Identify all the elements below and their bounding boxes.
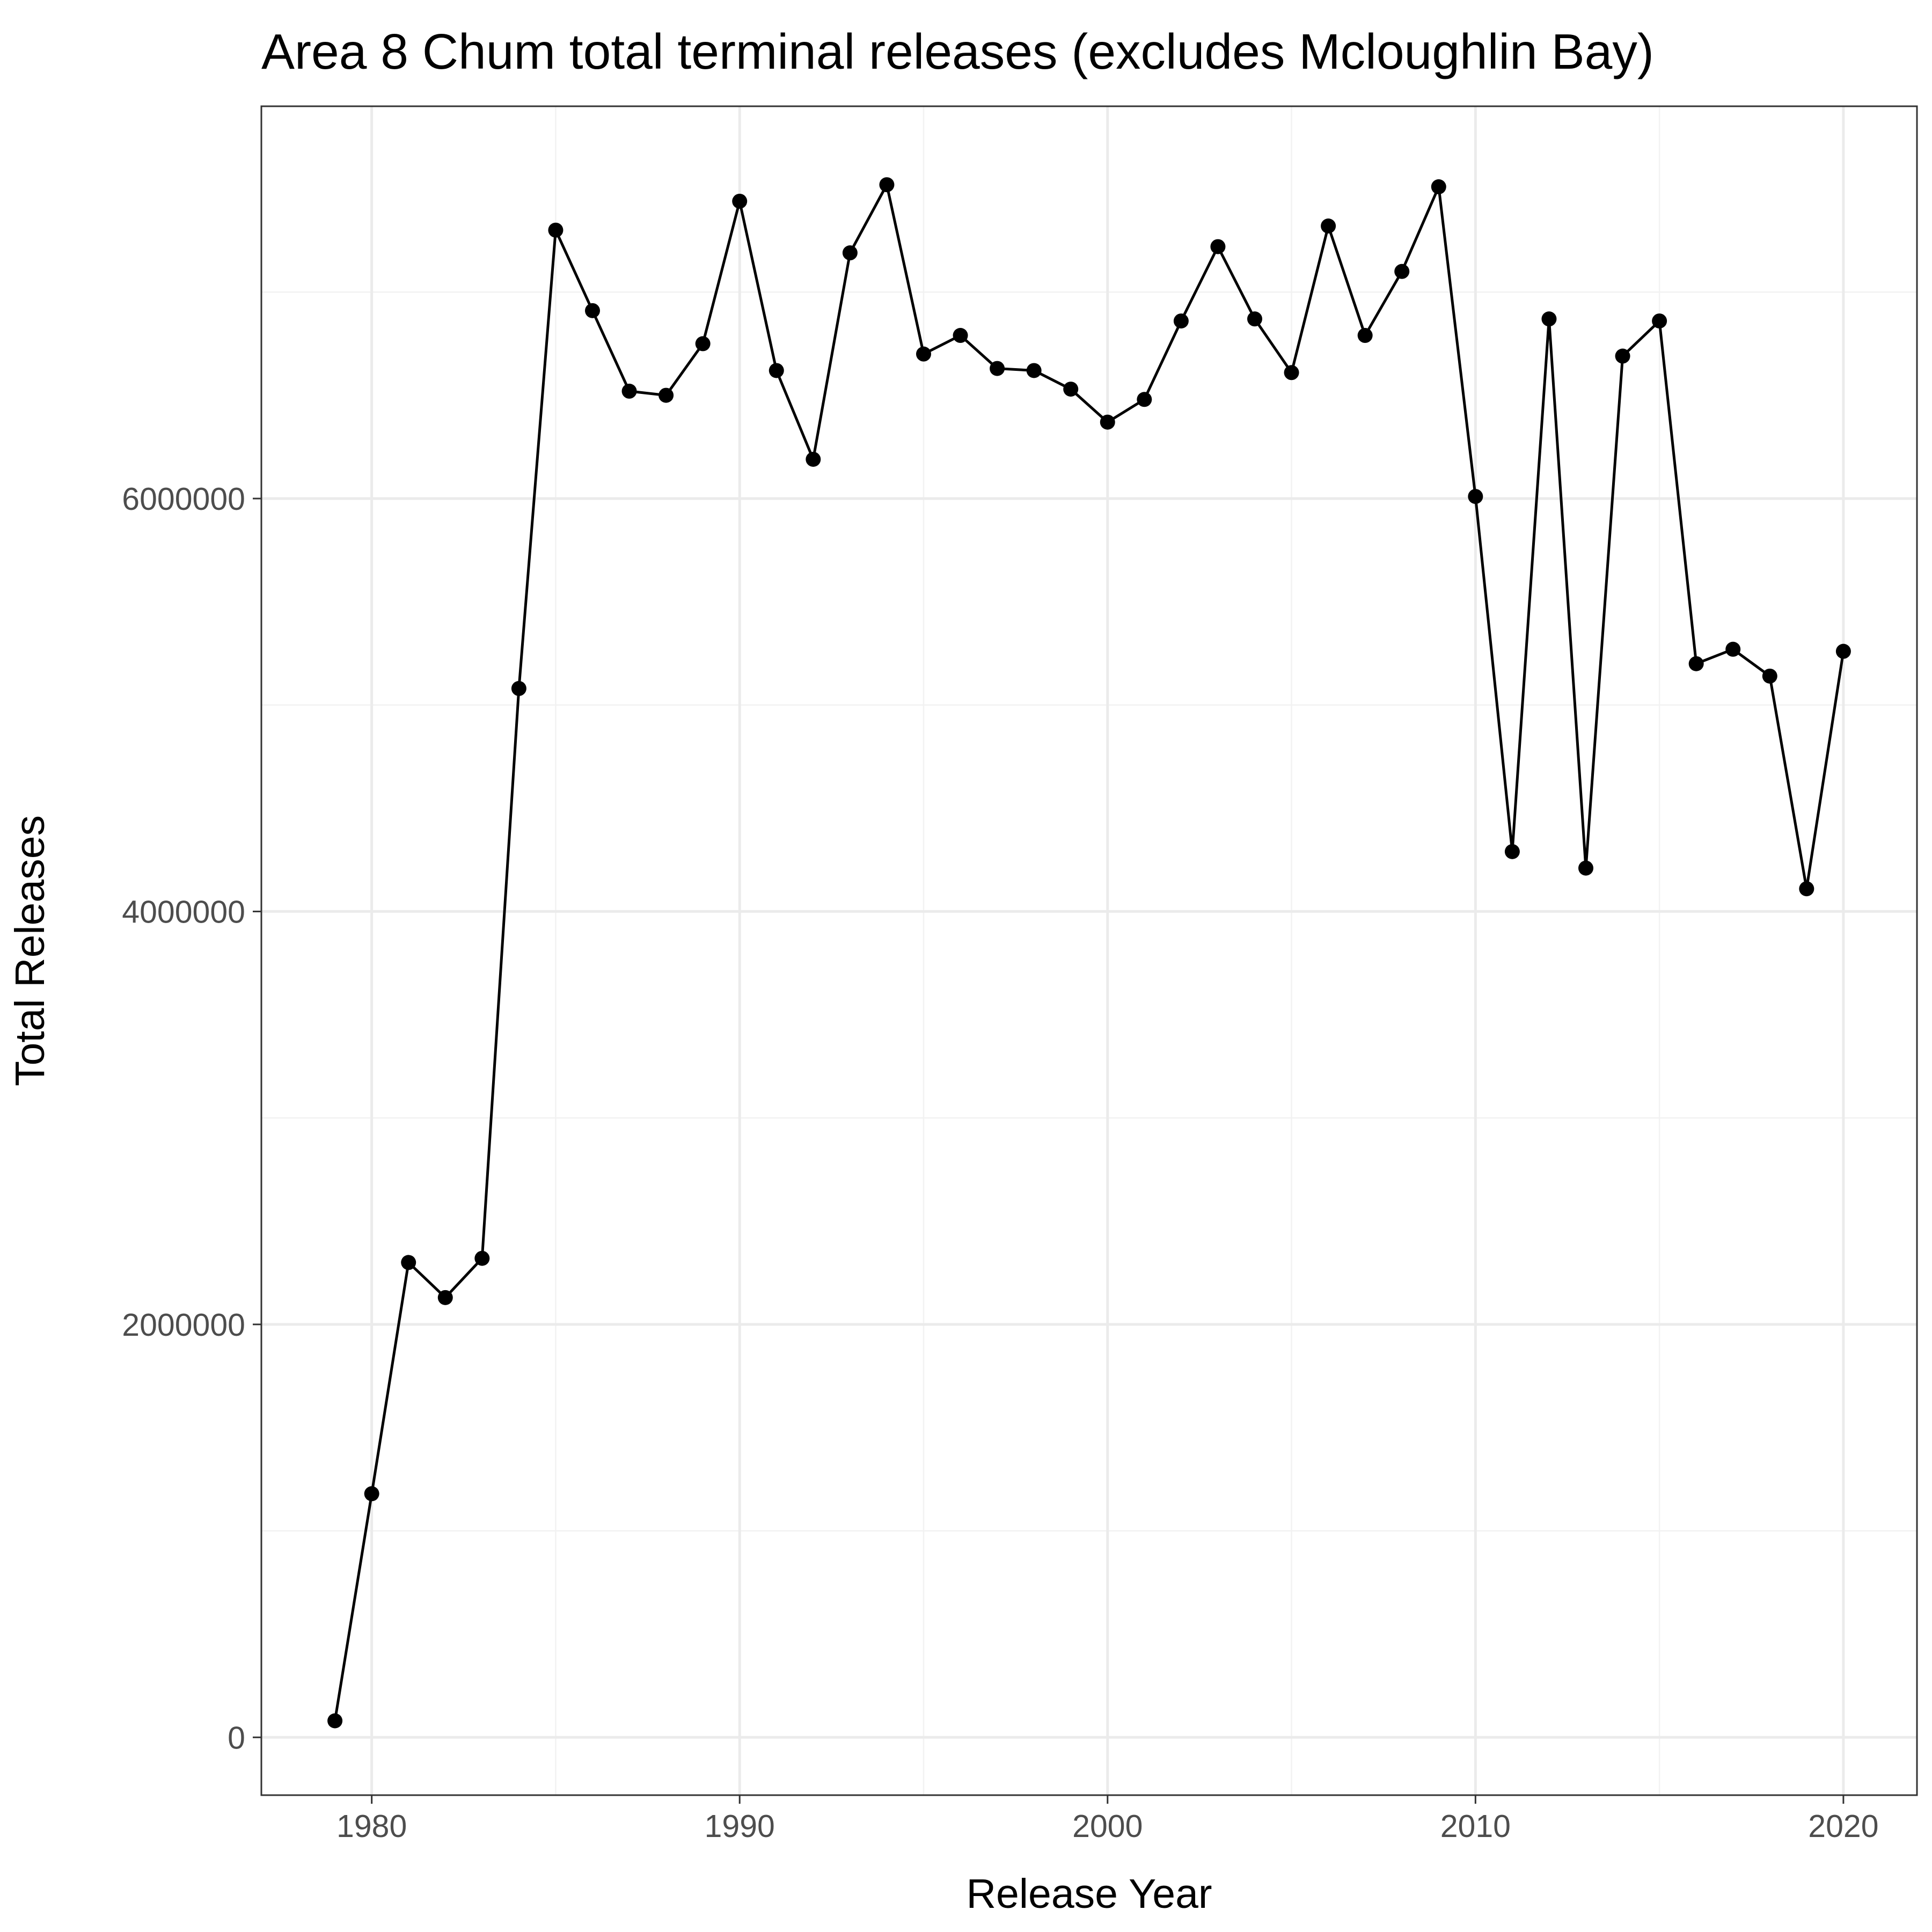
data-point [474, 1250, 490, 1266]
data-point [990, 361, 1005, 376]
plot-panel [260, 105, 1918, 1796]
data-point [621, 383, 637, 399]
y-tick-label: 0 [228, 1720, 245, 1755]
data-point [1725, 641, 1741, 657]
data-point [1835, 643, 1851, 659]
data-point [1063, 382, 1079, 397]
x-tick-label: 1990 [705, 1809, 775, 1844]
data-point [548, 222, 564, 238]
data-point [437, 1290, 453, 1305]
data-point [1688, 656, 1704, 671]
data-point [1357, 328, 1373, 343]
data-point [842, 245, 858, 261]
data-point [585, 303, 600, 318]
data-point [1394, 264, 1410, 279]
data-point [1468, 489, 1483, 504]
data-point [511, 680, 526, 696]
x-tick-label: 1980 [336, 1809, 407, 1844]
data-point [327, 1713, 343, 1729]
x-tick-label: 2010 [1440, 1809, 1511, 1844]
data-point [695, 336, 711, 352]
data-point [1210, 239, 1226, 254]
y-tick-label: 4000000 [122, 894, 245, 930]
y-tick-label: 2000000 [122, 1307, 245, 1343]
data-point [1799, 881, 1814, 897]
data-point [1026, 363, 1042, 378]
data-point [364, 1486, 379, 1502]
data-point [1137, 392, 1152, 407]
y-tick-label: 6000000 [122, 481, 245, 517]
data-point [879, 177, 895, 193]
data-point [1541, 311, 1557, 327]
x-axis-title: Release Year [966, 1871, 1212, 1917]
data-point [658, 387, 674, 403]
data-point [953, 328, 968, 343]
data-point [1615, 348, 1630, 364]
grid [261, 106, 1917, 1795]
data-point [401, 1255, 416, 1270]
data-point [806, 451, 821, 467]
x-tick-label: 2020 [1808, 1809, 1878, 1844]
y-axis-title: Total Releases [7, 815, 53, 1086]
axes: 1980 1990 2000 2010 2020 0 2000000 4000000 60000… [122, 481, 1878, 1844]
data-point [1431, 179, 1446, 195]
data-point [1173, 313, 1189, 329]
data-point [1762, 668, 1777, 684]
data-point [1321, 218, 1336, 234]
x-tick-label: 2000 [1072, 1809, 1143, 1844]
data-point [1504, 844, 1520, 859]
data-point [1247, 311, 1262, 327]
data-point [1100, 414, 1115, 430]
data-point [1578, 860, 1593, 876]
series-line [333, 181, 1845, 1721]
series-layer [327, 177, 1851, 1729]
data-point [916, 346, 931, 362]
data-point [732, 193, 748, 209]
data-point [1284, 365, 1299, 380]
data-point [1652, 313, 1667, 329]
chart-title: Area 8 Chum total terminal releases (exc… [261, 24, 1654, 79]
data-point [769, 363, 784, 378]
